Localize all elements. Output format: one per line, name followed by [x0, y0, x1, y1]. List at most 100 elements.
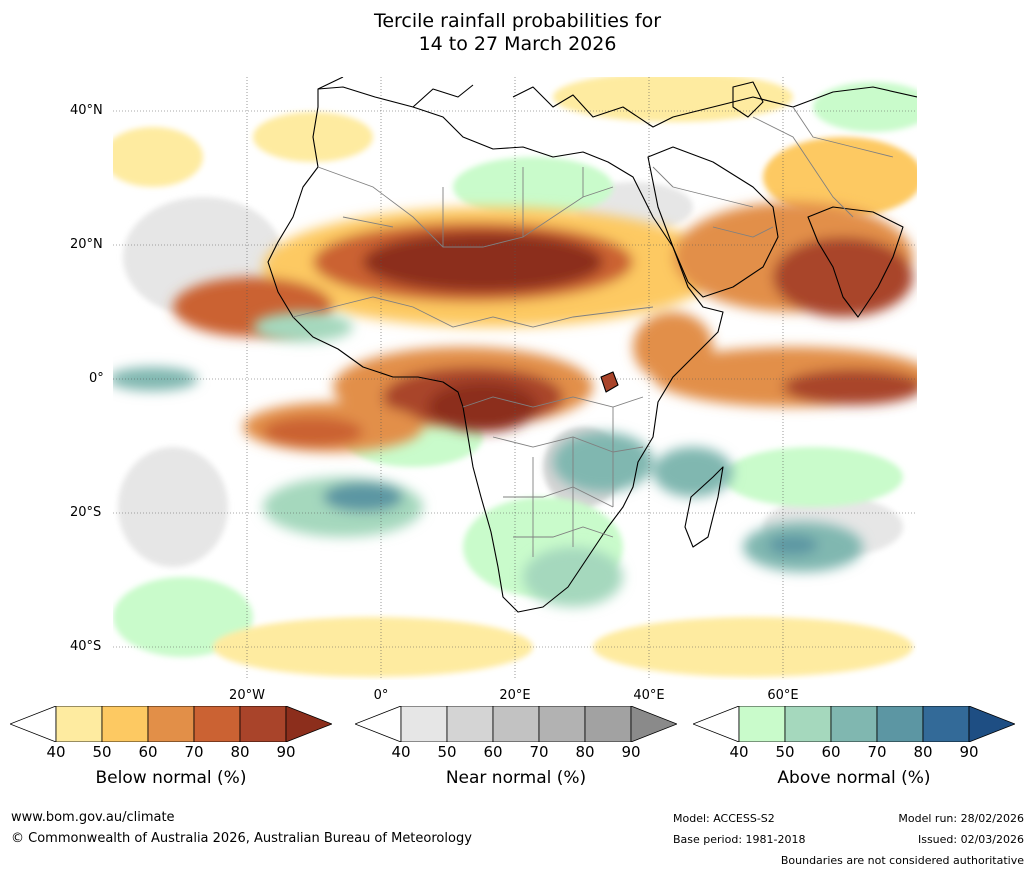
country-borders: [292, 106, 894, 557]
lat-label: 20°N: [70, 237, 103, 252]
above-normal-title: Above normal (%): [777, 768, 931, 788]
colorbar-tick-label: 40: [391, 743, 411, 761]
issued-date: Issued: 02/03/2026: [917, 833, 1024, 846]
below-normal-colorbar: [10, 706, 332, 742]
colorbar-segment: [400, 706, 448, 742]
colorbar-tick-label: 90: [959, 743, 979, 761]
colorbar-tick-label: 60: [138, 743, 158, 761]
lat-label: 0°: [89, 371, 104, 386]
colorbar-tick-label: 90: [621, 743, 641, 761]
lon-label: 40°E: [633, 688, 665, 703]
colorbar-segment: [193, 706, 241, 742]
above-normal-patch: [453, 157, 613, 217]
colorbar-segment: [738, 706, 786, 742]
near-normal-title: Near normal (%): [445, 768, 587, 788]
below-normal-field: [173, 202, 917, 452]
colorbar-segment: [876, 706, 924, 742]
above-normal-patch: [813, 82, 917, 132]
border-line: [652, 166, 774, 238]
below-normal-patch: [783, 369, 917, 405]
colorbar-tick-label: 90: [276, 743, 296, 761]
near-normal-colorbar: [355, 706, 677, 742]
colorbar-tick-label: 40: [729, 743, 749, 761]
arabia-coastline: [647, 146, 779, 298]
colorbar-tick-label: 70: [184, 743, 204, 761]
lake-victoria-coastline: [600, 371, 619, 393]
lat-label: 40°N: [70, 103, 103, 118]
lon-label: 20°W: [229, 688, 265, 703]
probability-shading: [113, 77, 917, 677]
colorbar-segment: [239, 706, 287, 742]
border-line: [317, 166, 614, 248]
colorbar-tick-label: 80: [913, 743, 933, 761]
rainfall-probability-map[interactable]: [113, 77, 917, 680]
below-normal-patch: [363, 232, 603, 292]
inland-sea-coastline: [732, 81, 764, 118]
below-normal-patch: [263, 417, 363, 447]
below-normal-patch: [763, 137, 917, 217]
model-run-date: Model run: 28/02/2026: [898, 812, 1024, 825]
madagascar-coastline: [684, 466, 724, 548]
border-line: [342, 167, 584, 247]
lat-label: 40°S: [70, 639, 102, 654]
colorbar-segment: [492, 706, 540, 742]
colorbar-extension-low: [693, 706, 740, 742]
lon-label: 20°E: [499, 688, 531, 703]
colorbar-tick-label: 50: [437, 743, 457, 761]
colorbar-segment: [55, 706, 103, 742]
near-normal-patch: [118, 447, 228, 567]
border-line: [532, 407, 614, 557]
below-normal-title: Below normal (%): [95, 768, 247, 788]
title-line-2: 14 to 27 March 2026: [418, 33, 617, 55]
colorbar-tick-label: 70: [529, 743, 549, 761]
india-coastline: [807, 206, 904, 318]
colorbar-segment: [538, 706, 586, 742]
above-normal-colorbar: [693, 706, 1015, 742]
below-normal-patch: [428, 382, 538, 432]
below-normal-patch: [633, 312, 713, 382]
copyright-text: © Commonwealth of Australia 2026, Austra…: [11, 831, 472, 846]
above-normal-patch: [553, 432, 653, 492]
colorbar-segment: [922, 706, 970, 742]
lon-label: 0°: [373, 688, 389, 703]
colorbar-tick-label: 50: [92, 743, 112, 761]
above-normal-patch: [523, 547, 623, 607]
website-link[interactable]: www.bom.gov.au/climate: [11, 810, 175, 825]
colorbar-tick-label: 50: [775, 743, 795, 761]
colorbar-segment: [784, 706, 832, 742]
colorbar-extension-low: [10, 706, 57, 742]
below-normal-patch: [213, 617, 533, 677]
africa-coastline: [267, 86, 724, 613]
above-normal-patch: [113, 577, 253, 657]
colorbar-segment: [101, 706, 149, 742]
europe-coastline: [317, 77, 917, 128]
boundaries-disclaimer: Boundaries are not considered authoritat…: [780, 854, 1024, 867]
coastlines: [267, 77, 917, 613]
colorbar-tick-label: 60: [821, 743, 841, 761]
chart-title: Tercile rainfall probabilities for 14 to…: [0, 10, 1035, 56]
above-normal-patch: [768, 535, 818, 555]
colorbar-tick-label: 80: [230, 743, 250, 761]
colorbar-segment: [584, 706, 632, 742]
title-line-1: Tercile rainfall probabilities for: [373, 10, 662, 32]
lat-label: 20°S: [70, 505, 102, 520]
border-line: [752, 106, 894, 218]
colorbar-extension-high: [968, 706, 1015, 742]
base-period: Base period: 1981-2018: [673, 833, 806, 846]
graticule: [113, 77, 917, 680]
above-normal-patch: [653, 447, 733, 497]
colorbar-extension-high: [630, 706, 677, 742]
above-normal-patch: [723, 447, 903, 507]
model-name: Model: ACCESS-S2: [673, 812, 775, 825]
colorbar-extension-low: [355, 706, 402, 742]
below-normal-patch: [113, 127, 203, 187]
colorbar-tick-label: 60: [483, 743, 503, 761]
colorbar-tick-label: 70: [867, 743, 887, 761]
colorbar-segment: [830, 706, 878, 742]
colorbar-segment: [147, 706, 195, 742]
border-line: [292, 296, 654, 328]
colorbar-segment: [446, 706, 494, 742]
colorbar-tick-label: 80: [575, 743, 595, 761]
below-normal-patch: [773, 237, 913, 317]
colorbar-extension-high: [285, 706, 332, 742]
